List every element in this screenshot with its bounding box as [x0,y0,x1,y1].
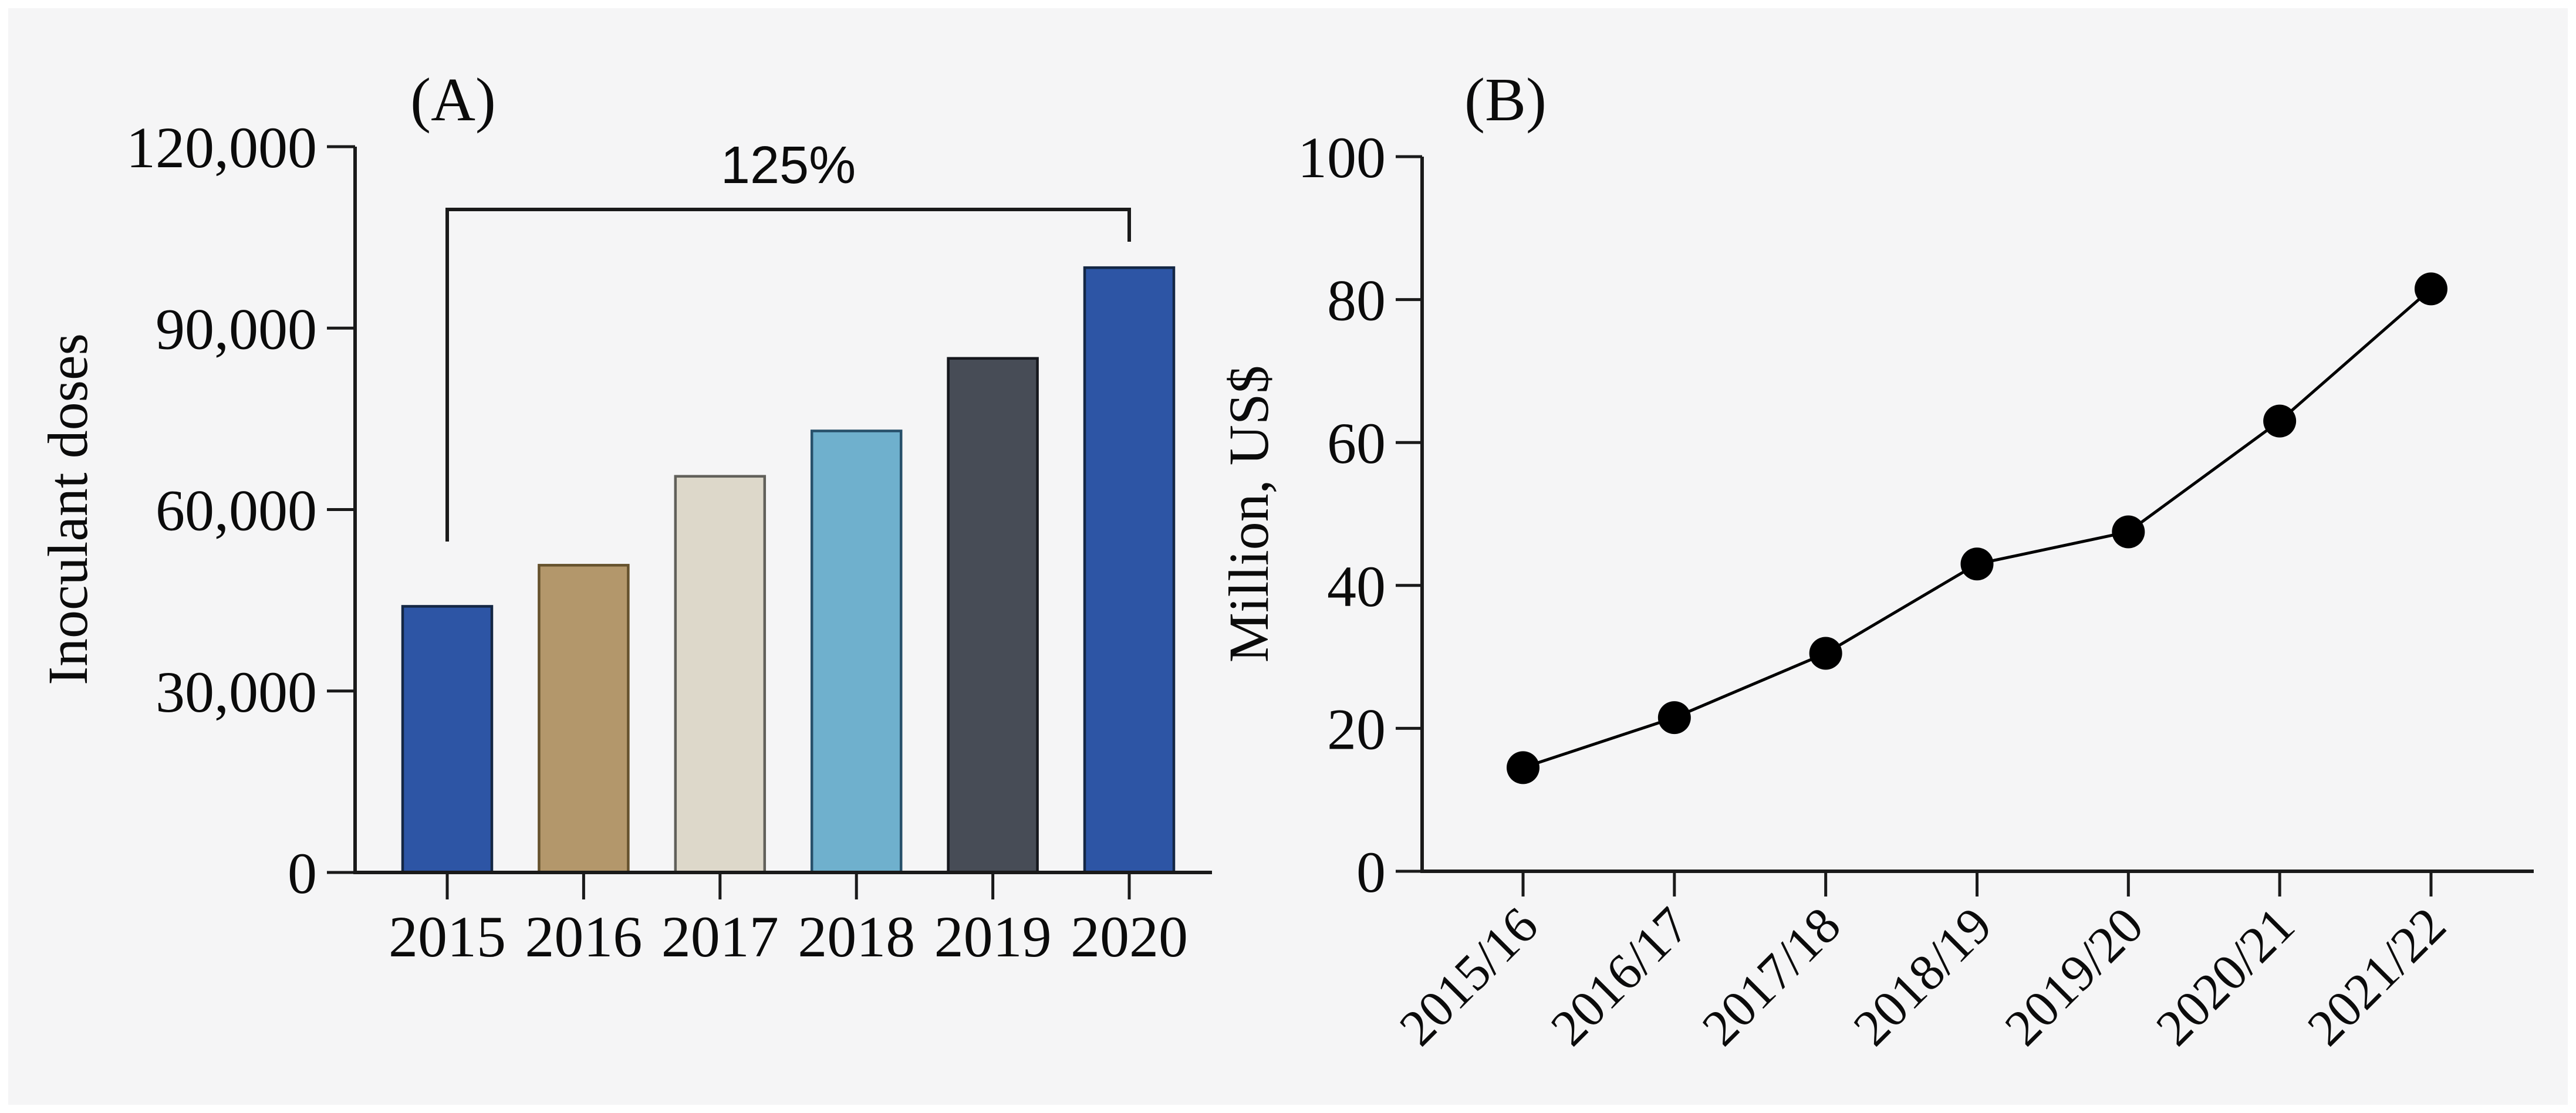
chart-b-x-tick-label: 2019/20 [1994,897,2155,1057]
bar-2020 [1083,266,1176,874]
chart-b-x-tick-label: 2017/18 [1692,897,1852,1057]
chart-b-x-tick-label: 2020/21 [2146,897,2306,1057]
chart-b-x-tick-label: 2015/16 [1389,897,1549,1057]
data-point-2019/20 [2112,515,2145,549]
chart-a-bars [401,266,1176,874]
chart-a-x-tick-label: 2016 [525,904,642,969]
data-point-2017/18 [1809,637,1842,670]
panel-b-label: (B) [1464,65,1547,134]
chart-a-y-tick-label: 30,000 [156,659,317,725]
chart-b-line-series [1507,272,2447,784]
percent-increase-annotation: 125% [721,136,856,195]
chart-b-x-tick-label: 2018/19 [1843,897,2003,1057]
data-point-2016/17 [1657,701,1691,735]
chart-b-x-tick-label: 2016/17 [1540,897,1700,1057]
chart-b-y-tick-label: 40 [1327,554,1386,619]
chart-b-axes: 0 20 40 60 80 100 2015/162016/172017/182018/19… [1298,125,2534,1057]
chart-a-y-tick-label: 60,000 [156,478,317,543]
chart-a-y-tick-label: 120,000 [126,115,317,180]
chart-a-x-tick-label: 2017 [661,904,779,969]
chart-b-y-axis-title: Million, US$ [1217,366,1280,663]
chart-b-y-tick-label: 20 [1327,696,1386,762]
chart-b-x-tick-label: 2021/22 [2297,897,2457,1057]
data-point-2015/16 [1507,751,1539,784]
chart-a-y-tick-label: 90,000 [156,296,317,361]
data-point-2021/22 [2414,272,2447,306]
chart-a-x-tick-label: 2019 [934,904,1052,969]
chart-a-x-tick-label: 2015 [389,904,506,969]
chart-b-y-tick-label: 0 [1356,840,1386,905]
chart-a-y-tick-label: 0 [288,841,317,906]
comparison-bracket [445,208,1131,542]
bar-2015 [401,605,494,874]
chart-a-x-tick-label: 2018 [798,904,915,969]
chart-a-x-tick-label: 2020 [1071,904,1188,969]
chart-a-axes: 0 30,000 60,000 90,000 120,000 2015 2016 2017 20… [126,115,1212,969]
figure-background [8,8,2568,1105]
bar-2018 [810,429,903,874]
data-point-2018/19 [1960,547,1994,581]
chart-b-y-tick-label: 60 [1327,411,1386,476]
panel-a-label: (A) [410,65,496,134]
line-series-path [1522,287,2432,769]
bar-2019 [947,357,1039,874]
chart-a-bracket [445,208,1131,542]
bar-2016 [538,564,630,874]
chart-b-y-tick-label: 80 [1327,268,1386,333]
chart-b-y-tick-label: 100 [1298,125,1386,190]
data-point-2020/21 [2263,404,2297,438]
bar-2017 [674,475,767,874]
chart-a-y-axis-title: Inoculant doses [36,333,99,685]
